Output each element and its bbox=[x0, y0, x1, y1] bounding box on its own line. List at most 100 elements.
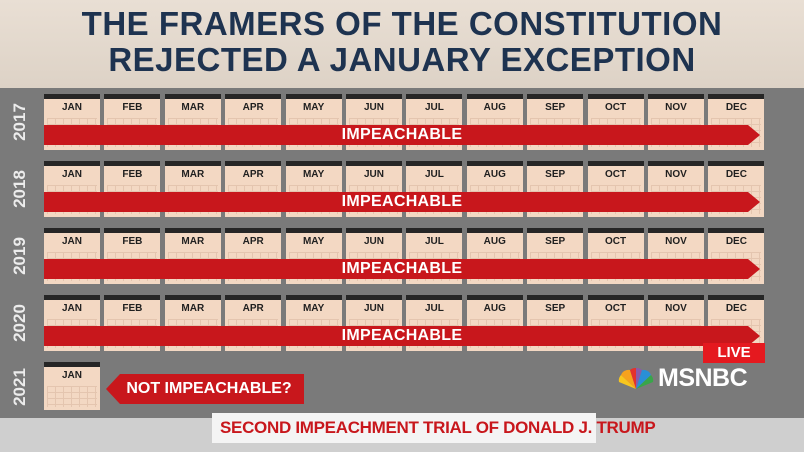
calendar-rings bbox=[466, 94, 523, 99]
impeachable-arrow: IMPEACHABLE bbox=[44, 192, 760, 212]
network-name: MSNBC bbox=[658, 364, 748, 392]
year-text: 2017 bbox=[9, 103, 29, 141]
calendar-rings bbox=[225, 228, 282, 233]
month-label: OCT bbox=[605, 236, 627, 247]
calendar-rings bbox=[406, 228, 463, 233]
calendar-rings bbox=[285, 94, 342, 99]
calendar-rings bbox=[406, 94, 463, 99]
calendar-rings bbox=[648, 228, 704, 233]
month-label: MAY bbox=[302, 102, 325, 113]
year-label: 2019 bbox=[0, 228, 40, 284]
calendar-rings bbox=[225, 161, 282, 166]
month-label: JAN bbox=[61, 169, 82, 180]
calendar-rings bbox=[164, 228, 221, 233]
impeachable-label: IMPEACHABLE bbox=[341, 327, 463, 344]
calendar-rings bbox=[587, 295, 644, 300]
impeachable-arrow: IMPEACHABLE bbox=[44, 326, 760, 346]
month-label: JAN bbox=[61, 236, 82, 247]
month-label: APR bbox=[242, 236, 264, 247]
year-label: 2018 bbox=[0, 161, 40, 217]
calendar-rings bbox=[104, 161, 161, 166]
calendar-rings bbox=[708, 94, 765, 99]
calendar-rings bbox=[225, 94, 282, 99]
month-label: MAR bbox=[181, 102, 205, 113]
calendar-rings bbox=[104, 228, 161, 233]
calendar-rings bbox=[466, 295, 523, 300]
calendar-rings bbox=[527, 295, 584, 300]
calendar-rings bbox=[164, 94, 221, 99]
calendar-rings bbox=[44, 94, 100, 99]
year-label: 2021 bbox=[0, 362, 40, 412]
impeachable-label: IMPEACHABLE bbox=[341, 193, 463, 210]
lower-third: SECOND IMPEACHMENT TRIAL OF DONALD J. TR… bbox=[212, 413, 656, 443]
headline-line-2: REJECTED A JANUARY EXCEPTION bbox=[108, 41, 696, 78]
lower-third-text: SECOND IMPEACHMENT TRIAL OF DONALD J. TR… bbox=[220, 418, 656, 437]
calendar-days bbox=[47, 386, 97, 407]
month-label: DEC bbox=[725, 236, 747, 247]
network-logo: MSNBC bbox=[618, 364, 748, 393]
calendar-rings bbox=[346, 295, 402, 300]
calendar-rings bbox=[44, 228, 100, 233]
calendar-rings bbox=[44, 295, 100, 300]
month-label: APR bbox=[242, 102, 264, 113]
month-label: APR bbox=[242, 169, 264, 180]
month-label: DEC bbox=[725, 303, 747, 314]
month-label: JUL bbox=[424, 303, 444, 314]
not-impeachable-arrow: NOT IMPEACHABLE? bbox=[106, 374, 304, 404]
month-label: SEP bbox=[545, 303, 566, 314]
calendar-rings bbox=[346, 228, 402, 233]
month-label: SEP bbox=[545, 236, 566, 247]
calendar-rings bbox=[466, 228, 523, 233]
month-label: JUN bbox=[363, 236, 384, 247]
impeachable-arrow: IMPEACHABLE bbox=[44, 125, 760, 145]
calendar-rings bbox=[285, 228, 342, 233]
month-label: NOV bbox=[665, 169, 687, 180]
calendar-rings bbox=[285, 295, 342, 300]
calendar-rings bbox=[346, 161, 402, 166]
calendar-rings bbox=[587, 161, 644, 166]
month-label: FEB bbox=[122, 303, 143, 314]
calendar-rings bbox=[527, 161, 584, 166]
month-label: JAN bbox=[61, 303, 82, 314]
impeachable-label: IMPEACHABLE bbox=[341, 126, 463, 143]
month-label: SEP bbox=[545, 102, 566, 113]
calendar-rings bbox=[164, 295, 221, 300]
calendar-rings bbox=[527, 94, 584, 99]
calendar-rings bbox=[708, 228, 765, 233]
month-label: JAN bbox=[61, 370, 82, 381]
calendar-rings bbox=[346, 94, 402, 99]
impeachable-arrow: IMPEACHABLE bbox=[44, 259, 760, 279]
year-label: 2020 bbox=[0, 295, 40, 351]
year-text: 2019 bbox=[9, 237, 29, 275]
calendar-rings bbox=[648, 94, 704, 99]
calendar-rings bbox=[285, 161, 342, 166]
calendar-rings bbox=[225, 295, 282, 300]
month-label: FEB bbox=[122, 236, 143, 247]
month-label: JUN bbox=[363, 303, 384, 314]
month-label: JUL bbox=[424, 236, 444, 247]
year-text: 2018 bbox=[9, 170, 29, 208]
month-label: MAY bbox=[302, 169, 325, 180]
month-cell: JAN bbox=[44, 362, 100, 410]
month-label: FEB bbox=[122, 102, 143, 113]
calendar-rings bbox=[708, 161, 765, 166]
month-label: OCT bbox=[605, 169, 627, 180]
month-label: JAN bbox=[61, 102, 82, 113]
month-label: NOV bbox=[665, 236, 687, 247]
month-label: AUG bbox=[483, 169, 506, 180]
month-label: JUN bbox=[363, 102, 384, 113]
title-band bbox=[0, 0, 804, 88]
month-label: DEC bbox=[725, 102, 747, 113]
impeachable-label: IMPEACHABLE bbox=[341, 260, 463, 277]
calendar-rings bbox=[466, 161, 523, 166]
month-label: NOV bbox=[665, 102, 687, 113]
month-label: AUG bbox=[483, 236, 506, 247]
year-text: 2021 bbox=[9, 368, 29, 406]
month-label: FEB bbox=[122, 169, 143, 180]
calendar-rings bbox=[406, 161, 463, 166]
calendar-rings bbox=[44, 161, 100, 166]
month-label: OCT bbox=[605, 102, 627, 113]
month-label: MAR bbox=[181, 303, 205, 314]
not-impeachable-label: NOT IMPEACHABLE? bbox=[126, 380, 292, 397]
year-label: 2017 bbox=[0, 94, 40, 150]
